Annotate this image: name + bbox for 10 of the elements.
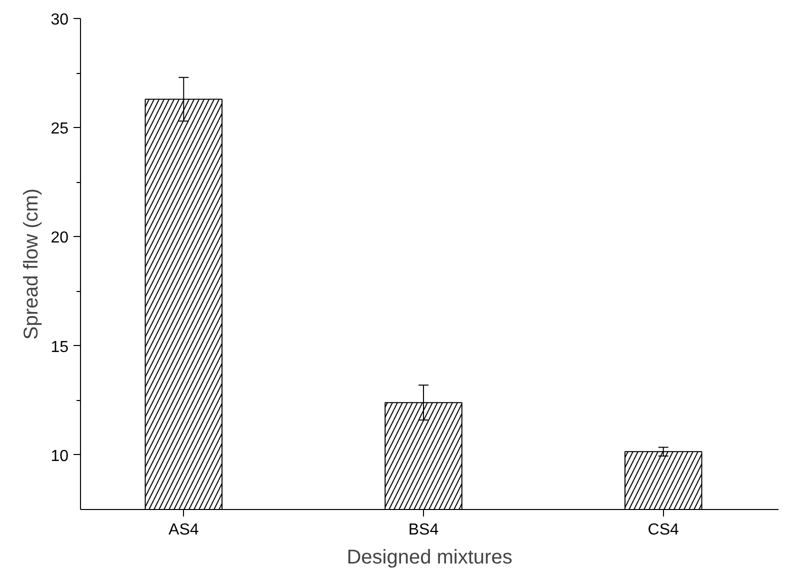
y-tick-label: 10 (50, 448, 69, 465)
y-tick-label: 25 (50, 120, 69, 138)
y-tick-label: 20 (50, 230, 69, 247)
x-tick-label: AS4 (168, 522, 199, 538)
y-tick-label: 30 (50, 12, 69, 28)
x-tick-label: BS4 (408, 522, 439, 538)
y-axis-title: Spread flow (cm) (20, 188, 43, 340)
y-tick-label: 15 (50, 338, 69, 356)
x-axis-title: Designed mixtures (346, 546, 512, 568)
x-tick-label: CS4 (648, 522, 680, 538)
